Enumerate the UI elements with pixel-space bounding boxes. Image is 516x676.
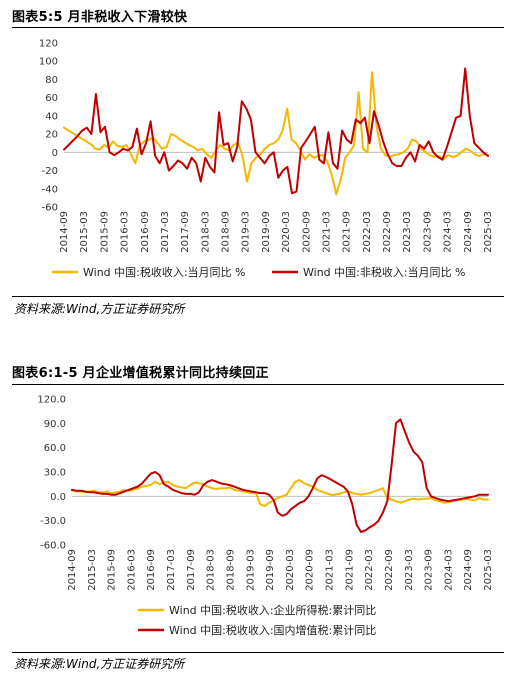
x-tick-label: 2015-09: [107, 549, 118, 591]
x-tick-label: 2020-03: [285, 549, 296, 591]
x-tick-label: 2016-09: [146, 549, 157, 591]
chart2-title: 图表6:1-5 月企业增值税累计同比持续回正: [12, 366, 269, 381]
y-tick-label: -60: [42, 203, 58, 214]
chart2-source-note: 资料来源:Wind,方正证券研究所: [14, 657, 185, 671]
x-tick-label: 2017-03: [166, 549, 177, 591]
x-tick-label: 2014-09: [67, 549, 78, 591]
chart1-title: 图表5:5 月非税收入下滑较快: [12, 10, 188, 25]
y-tick-label: 120: [39, 39, 58, 50]
x-tick-label: 2017-03: [160, 211, 171, 253]
x-tick-label: 2019-03: [241, 211, 252, 253]
y-tick-label: -20: [42, 166, 58, 177]
chart1-top-rule: [12, 27, 504, 28]
x-tick-label: 2022-09: [382, 211, 393, 253]
x-tick-label: 2018-09: [221, 211, 232, 253]
y-tick-label: 60.0: [44, 443, 66, 454]
chart1-source-note: 资料来源:Wind,方正证券研究所: [14, 302, 185, 316]
y-tick-label: 120.0: [37, 395, 66, 406]
series-line-1: [63, 71, 489, 196]
legend-label-1: Wind 中国:税收收入:企业所得税:累计同比: [169, 603, 376, 617]
y-tick-label: 0.0: [50, 492, 66, 503]
x-tick-label: 2018-09: [225, 549, 236, 591]
x-tick-label: 2016-03: [120, 211, 131, 253]
y-tick-label: 20: [45, 130, 58, 141]
x-tick-label: 2021-09: [344, 549, 355, 591]
y-tick-label: -40: [42, 184, 58, 195]
x-tick-label: 2015-03: [87, 549, 98, 591]
x-tick-label: 2023-03: [402, 211, 413, 253]
x-tick-label: 2025-03: [483, 211, 494, 253]
y-tick-label: 0: [52, 148, 58, 159]
chart2-top-rule: [12, 384, 504, 385]
x-tick-label: 2015-03: [79, 211, 90, 253]
x-tick-label: 2018-03: [200, 211, 211, 253]
x-tick-label: 2017-09: [186, 549, 197, 591]
y-tick-label: 80: [45, 75, 58, 86]
x-tick-label: 2017-09: [180, 211, 191, 253]
y-tick-label: 90.0: [44, 419, 66, 430]
legend-label-1: Wind 中国:税收收入:当月同比 %: [83, 265, 246, 279]
x-tick-label: 2016-09: [140, 211, 151, 253]
x-tick-label: 2021-09: [342, 211, 353, 253]
x-tick-label: 2023-03: [404, 549, 415, 591]
series-line-2: [63, 67, 489, 195]
x-tick-label: 2019-03: [245, 549, 256, 591]
legend-label-2: Wind 中国:非税收入:当月同比 %: [303, 265, 466, 279]
x-tick-label: 2023-09: [422, 211, 433, 253]
chart2-bottom-rule: [12, 652, 504, 653]
x-tick-label: 2020-09: [305, 549, 316, 591]
chart1-bottom-rule: [12, 296, 504, 297]
x-tick-label: 2021-03: [321, 211, 332, 253]
x-tick-label: 2020-09: [301, 211, 312, 253]
y-tick-label: 40: [45, 111, 58, 122]
x-tick-label: 2025-03: [483, 549, 494, 591]
x-tick-label: 2018-03: [206, 549, 217, 591]
x-tick-label: 2014-09: [59, 211, 70, 253]
x-tick-label: 2024-09: [463, 211, 474, 253]
x-tick-label: 2015-09: [99, 211, 110, 253]
series-line-2: [71, 418, 489, 533]
x-tick-label: 2022-09: [384, 549, 395, 591]
y-tick-label: -30.0: [40, 516, 66, 527]
x-tick-label: 2019-09: [261, 211, 272, 253]
x-tick-label: 2019-09: [265, 549, 276, 591]
x-tick-label: 2024-09: [463, 549, 474, 591]
x-tick-label: 2024-03: [443, 549, 454, 591]
legend-label-2: Wind 中国:税收收入:国内增值税:累计同比: [169, 623, 376, 637]
series-line-1: [71, 479, 489, 508]
y-tick-label: -60.0: [40, 541, 66, 552]
y-tick-label: 100: [39, 57, 58, 68]
x-tick-label: 2021-03: [325, 549, 336, 591]
x-tick-label: 2020-03: [281, 211, 292, 253]
y-tick-label: 60: [45, 93, 58, 104]
x-tick-label: 2022-03: [364, 549, 375, 591]
x-tick-label: 2016-03: [126, 549, 137, 591]
x-tick-label: 2024-03: [443, 211, 454, 253]
x-tick-label: 2023-09: [424, 549, 435, 591]
x-tick-label: 2022-03: [362, 211, 373, 253]
y-tick-label: 30.0: [44, 468, 66, 479]
